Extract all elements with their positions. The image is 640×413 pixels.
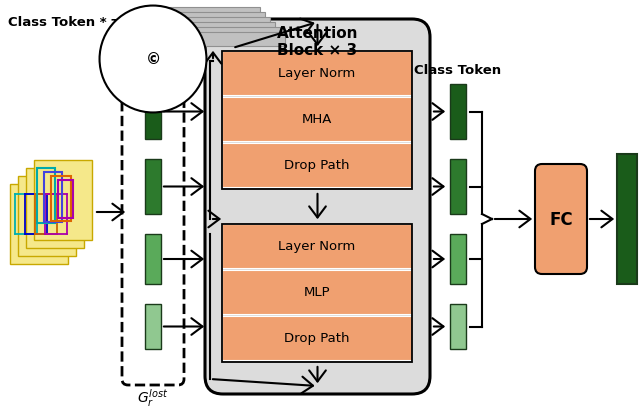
Bar	[222, 52, 412, 190]
Bar	[222, 224, 412, 362]
Bar	[26, 169, 84, 248]
Bar	[58, 180, 73, 218]
FancyBboxPatch shape	[205, 20, 430, 394]
Text: $G_r^{lost}$: $G_r^{lost}$	[137, 386, 169, 408]
Bar	[222, 224, 412, 268]
Bar	[175, 28, 280, 42]
Bar	[450, 159, 466, 214]
Text: Attention
Block × 3: Attention Block × 3	[276, 26, 358, 58]
Bar	[165, 18, 270, 32]
Bar	[222, 144, 412, 188]
Text: Layer Norm: Layer Norm	[278, 240, 356, 253]
Bar	[10, 185, 68, 264]
Bar	[222, 316, 412, 360]
Bar	[160, 13, 265, 27]
Bar	[617, 154, 637, 284]
Bar	[145, 304, 161, 349]
Bar	[145, 159, 161, 214]
Bar	[170, 23, 275, 37]
Text: Class Token: Class Token	[415, 64, 502, 77]
Text: Drop Path: Drop Path	[284, 159, 349, 172]
Text: Layer Norm: Layer Norm	[278, 67, 356, 80]
Bar	[34, 161, 92, 240]
Text: MLP: MLP	[304, 286, 330, 299]
Bar	[155, 8, 260, 22]
Text: Drop Path: Drop Path	[284, 332, 349, 345]
Bar	[450, 235, 466, 284]
Text: MHA: MHA	[302, 113, 332, 126]
Bar	[37, 169, 55, 223]
Bar	[51, 177, 71, 221]
Text: FC: FC	[549, 211, 573, 228]
Bar	[222, 52, 412, 96]
Bar	[145, 85, 161, 140]
Text: Class Token * τ: Class Token * τ	[8, 15, 120, 28]
Bar	[18, 177, 76, 256]
Bar	[222, 271, 412, 314]
Bar	[222, 98, 412, 142]
Bar	[145, 235, 161, 284]
Bar	[450, 85, 466, 140]
Bar	[180, 33, 285, 47]
Bar	[450, 304, 466, 349]
Bar	[44, 173, 62, 223]
Text: ©: ©	[145, 52, 161, 67]
FancyBboxPatch shape	[535, 165, 587, 274]
